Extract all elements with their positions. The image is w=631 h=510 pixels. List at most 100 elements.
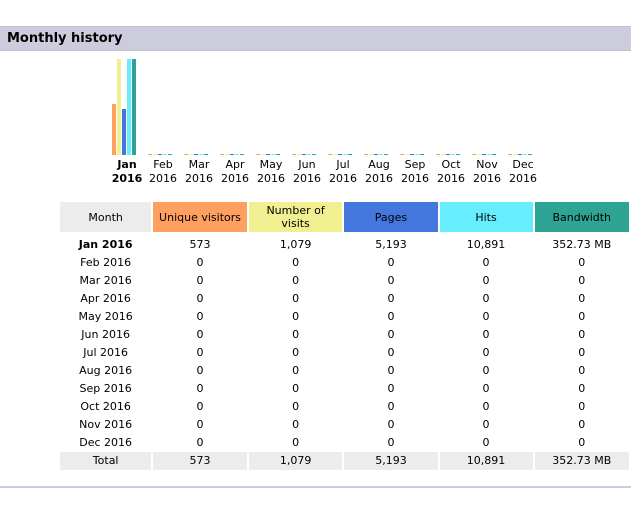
table-row: Oct 2016 0 0 0 0 0 — [60, 398, 629, 416]
month-label-year: 2016 — [111, 172, 143, 185]
chart-bar-number-of-visits — [513, 154, 517, 155]
month-label-year: 2016 — [149, 172, 177, 185]
monthly-history-table: Month Unique visitors Number of visits P… — [58, 202, 631, 470]
chart-bar-bandwidth — [312, 154, 316, 155]
table-row: May 2016 0 0 0 0 0 — [60, 308, 629, 326]
chart-bar-bandwidth — [240, 154, 244, 155]
chart-bar-unique-visitors — [436, 154, 440, 155]
month-label-month: Oct — [441, 158, 461, 171]
chart-bar-unique-visitors — [508, 154, 512, 155]
chart-bar-number-of-visits — [369, 154, 373, 155]
cell-bandwidth: 0 — [578, 418, 586, 431]
cell-month: Oct 2016 — [80, 400, 131, 413]
header-bandwidth: Bandwidth — [534, 202, 629, 232]
cell-hits: 0 — [482, 292, 490, 305]
cell-unique-visitors: 0 — [196, 436, 204, 449]
cell-unique-visitors: 0 — [196, 274, 204, 287]
month-label-year: 2016 — [473, 172, 501, 185]
cell-bandwidth: 0 — [578, 256, 586, 269]
total-bandwidth-cell: 352.73 MB — [534, 452, 629, 470]
header-pages: Pages — [344, 202, 438, 232]
chart-bar-pages — [302, 154, 306, 155]
month-label-month: May — [259, 158, 283, 171]
cell-hits: 0 — [482, 418, 490, 431]
cell-number-of-visits: 0 — [292, 256, 300, 269]
cell-number-of-visits: 0 — [292, 328, 300, 341]
month-label-month: Feb — [153, 158, 173, 171]
table-row: Dec 2016 0 0 0 0 0 — [60, 434, 629, 452]
cell-month: Apr 2016 — [80, 292, 131, 305]
month-label: May 2016 — [253, 158, 289, 186]
chart-bar-number-of-visits — [261, 154, 265, 155]
cell-pages: 0 — [387, 418, 395, 431]
month-label-month: Nov — [476, 158, 498, 171]
section-title: Monthly history — [7, 31, 123, 46]
cell-unique-visitors: 0 — [196, 400, 204, 413]
monthly-history-chart — [109, 50, 549, 155]
chart-bar-hits — [523, 154, 527, 155]
cell-number-of-visits: 0 — [292, 382, 300, 395]
header-unique-visitors: Unique visitors — [153, 202, 247, 232]
month-label-month: Dec — [512, 158, 534, 171]
month-label: Jul 2016 — [325, 158, 361, 186]
cell-hits: 0 — [482, 328, 490, 341]
chart-bar-pages — [158, 154, 162, 155]
cell-month: Jul 2016 — [83, 346, 129, 359]
chart-bar-unique-visitors — [328, 154, 332, 155]
month-label: Feb 2016 — [145, 158, 181, 186]
cell-bandwidth: 0 — [578, 274, 586, 287]
month-label-year: 2016 — [257, 172, 285, 185]
cell-hits: 0 — [482, 310, 490, 323]
cell-hits: 0 — [482, 274, 490, 287]
chart-bar-hits — [163, 154, 167, 155]
chart-bar-bandwidth — [276, 154, 280, 155]
chart-bar-number-of-visits — [189, 154, 193, 155]
cell-bandwidth: 0 — [578, 364, 586, 377]
chart-bar-hits — [415, 154, 419, 155]
month-label-month: Aug — [368, 158, 390, 171]
cell-month: Nov 2016 — [79, 418, 133, 431]
cell-bandwidth: 352.73 MB — [552, 238, 612, 251]
chart-bar-hits — [127, 59, 131, 155]
chart-bar-hits — [343, 154, 347, 155]
cell-pages: 0 — [387, 328, 395, 341]
table-row: Nov 2016 0 0 0 0 0 — [60, 416, 629, 434]
cell-number-of-visits: 0 — [292, 310, 300, 323]
header-hits: Hits — [439, 202, 533, 232]
chart-bar-unique-visitors — [400, 154, 404, 155]
cell-number-of-visits: 0 — [292, 292, 300, 305]
chart-bar-pages — [482, 154, 486, 155]
monthly-history-header: Monthly history — [0, 26, 631, 51]
cell-hits: 0 — [482, 256, 490, 269]
chart-bar-unique-visitors — [220, 154, 224, 155]
cell-hits: 0 — [482, 364, 490, 377]
cell-number-of-visits: 1,079 — [279, 238, 312, 251]
chart-bar-hits — [487, 154, 491, 155]
chart-bar-unique-visitors — [364, 154, 368, 155]
chart-bar-bandwidth — [348, 154, 352, 155]
cell-month: May 2016 — [78, 310, 133, 323]
chart-bar-hits — [271, 154, 275, 155]
chart-bar-pages — [230, 154, 234, 155]
chart-bar-bandwidth — [420, 154, 424, 155]
total-month-cell: Total — [60, 452, 152, 470]
month-label-month: Sep — [404, 158, 426, 171]
cell-hits: 0 — [482, 436, 490, 449]
chart-bar-bandwidth — [528, 154, 532, 155]
total-pages-cell: 5,193 — [344, 452, 438, 470]
cell-bandwidth: 0 — [578, 382, 586, 395]
chart-bar-number-of-visits — [153, 154, 157, 155]
cell-month: Sep 2016 — [79, 382, 132, 395]
cell-month: Feb 2016 — [80, 256, 132, 269]
chart-bar-unique-visitors — [112, 104, 116, 155]
month-label-year: 2016 — [401, 172, 429, 185]
cell-bandwidth: 0 — [578, 346, 586, 359]
total-number-of-visits-cell: 1,079 — [248, 452, 343, 470]
month-label: Mar 2016 — [181, 158, 217, 186]
chart-bar-bandwidth — [384, 154, 388, 155]
chart-bar-pages — [338, 154, 342, 155]
total-hits-cell: 10,891 — [439, 452, 533, 470]
chart-bar-unique-visitors — [472, 154, 476, 155]
chart-bar-number-of-visits — [477, 154, 481, 155]
cell-pages: 0 — [387, 310, 395, 323]
